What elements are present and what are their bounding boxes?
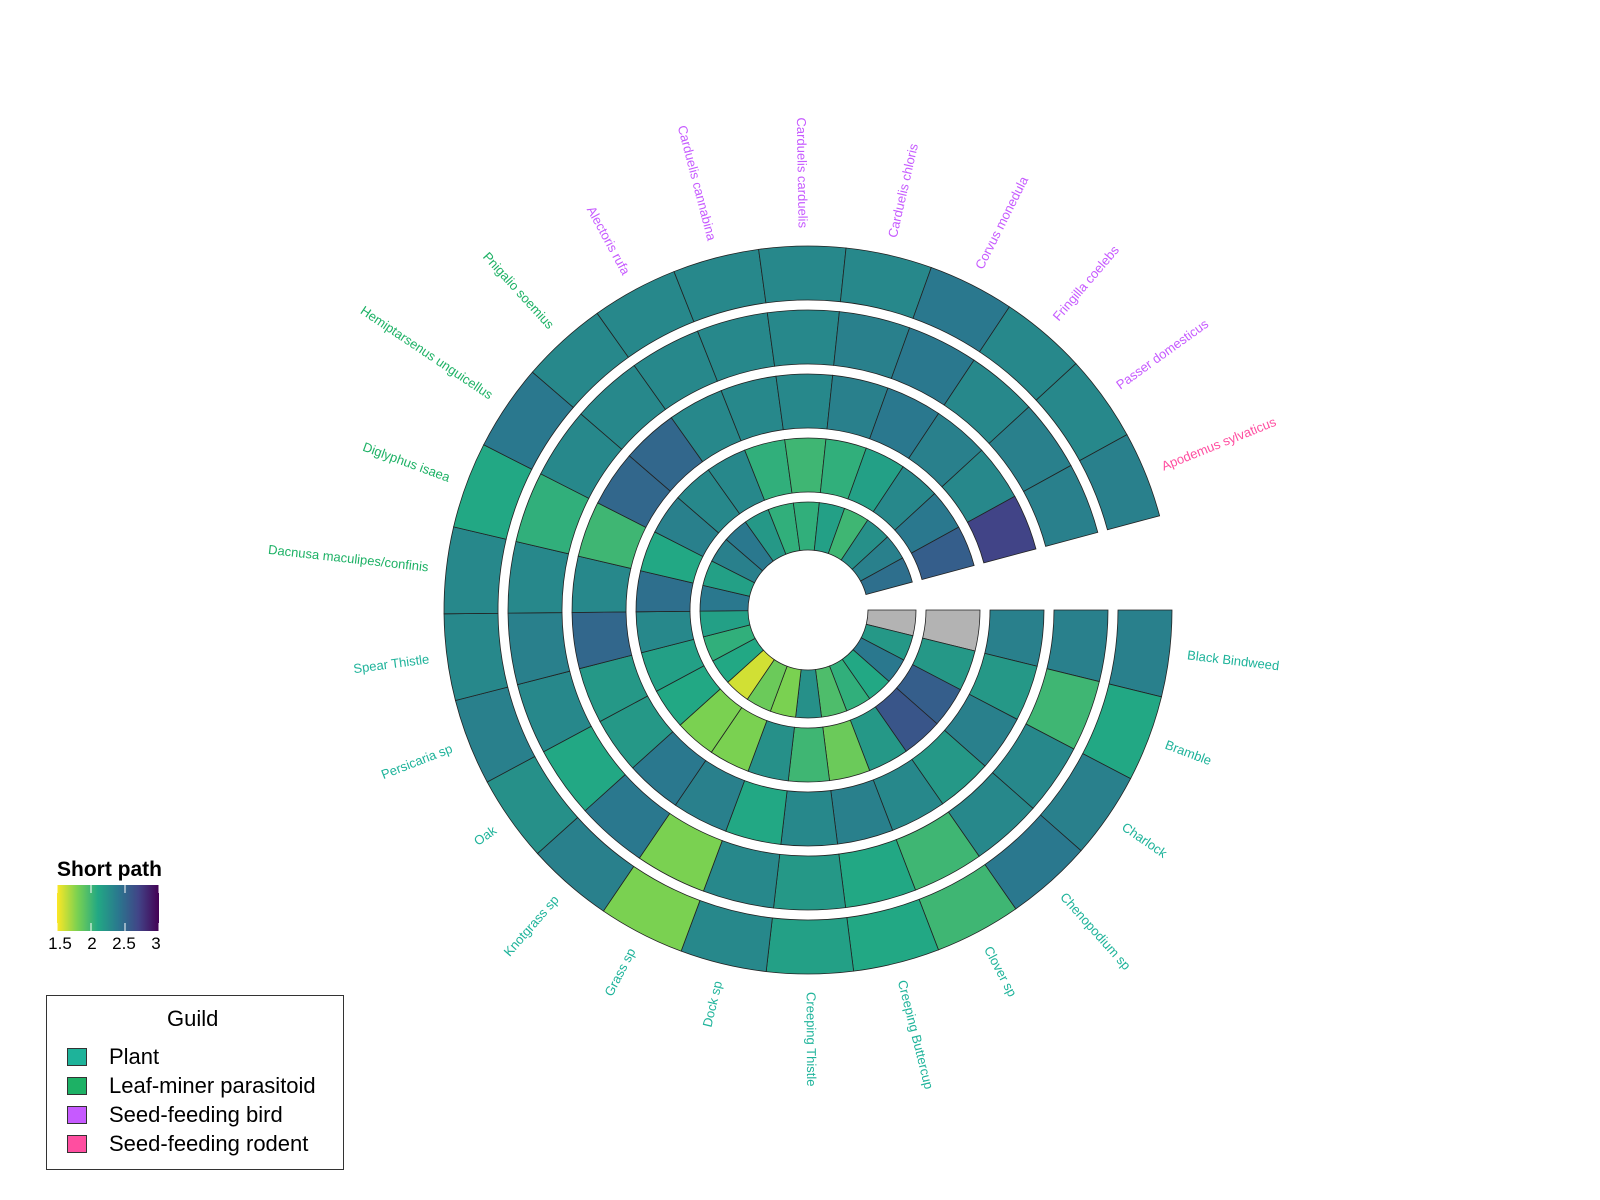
heatmap-cells [443,245,1173,975]
heatmap-cell [860,557,913,595]
heatmap-cell [966,495,1037,564]
guild-legend: Guild Plant Leaf-miner parasitoid Seed-f… [46,995,344,1170]
species-label: Hemiptarsenus unguicellus [358,303,496,403]
legend-swatch-bird [67,1106,87,1124]
species-label: Apodemus sylvaticus [1159,414,1278,474]
heatmap-cell [773,853,847,911]
heatmap-cell [775,373,834,431]
guild-legend-item: Seed-feeding rodent [67,1131,308,1157]
colorbar-tick-label: 2 [87,934,97,953]
species-label: Grass sp [601,946,638,999]
heatmap-cell [1023,464,1099,547]
legend-swatch-leaf-miner [67,1077,87,1095]
species-label: Carduelis cannabina [675,124,720,243]
heatmap-cell [910,526,975,580]
species-label: Clover sp [981,944,1020,1000]
species-label: Alectoris rufa [584,204,634,279]
species-label: Chenopodium sp [1057,890,1134,973]
species-label: Carduelis chloris [885,142,921,240]
species-label: Fringilla coelebs [1050,242,1123,324]
colorbar-tick-label: 3 [151,934,161,953]
species-label: Corvus monedula [972,173,1032,271]
species-label: Persicaria sp [379,741,454,782]
guild-legend-title: Guild [167,1006,219,1031]
heatmap-cell [766,309,840,367]
species-label: Knotgrass sp [501,892,562,959]
colorbar-tick-label: 2.5 [112,934,136,953]
species-label: Diglyphus isaea [361,439,453,485]
colorbar-title: Short path [57,858,162,881]
heatmap-cell [443,612,509,702]
species-label: Spear Thistle [352,651,430,676]
species-label: Dock sp [700,979,726,1028]
heatmap-cell [758,245,847,304]
species-label: Creeping Thistle [804,992,819,1086]
heatmap-cell [443,526,507,615]
guild-legend-item: Leaf-miner parasitoid [67,1073,316,1099]
heatmap-cell [1108,609,1173,698]
species-label: Charlock [1119,819,1170,861]
heatmap-cell [784,437,827,494]
species-label: Bramble [1163,737,1214,768]
species-label: Creeping Buttercup [895,978,937,1090]
legend-label: Plant [109,1044,160,1069]
species-label: Dacnusa maculipes/confinis [267,542,429,575]
legend-swatch-rodent [67,1135,87,1153]
species-label: Pnigalio soemius [480,249,558,332]
heatmap-cell [787,726,831,783]
legend-label: Seed-feeding bird [109,1102,283,1127]
heatmap-cell [1079,434,1161,531]
guild-legend-item: Plant [67,1044,159,1070]
species-label: Carduelis carduelis [794,117,811,228]
guild-legend-item: Seed-feeding bird [67,1102,283,1128]
heatmap-cell [507,612,571,686]
colorbar-tick-marks [56,885,160,931]
species-label: Oak [471,822,500,848]
heatmap-cell [780,790,839,847]
legend-swatch-plant [67,1048,87,1066]
legend-label: Seed-feeding rodent [109,1131,309,1156]
heatmap-cell [765,917,855,975]
species-label: Passer domesticus [1113,316,1211,393]
heatmap-cell [507,541,569,614]
colorbar-gradient [57,885,159,931]
species-label: Black Bindweed [1186,647,1280,673]
legend-label: Leaf-miner parasitoid [109,1073,316,1098]
colorbar-tick-label: 1.5 [48,934,72,953]
